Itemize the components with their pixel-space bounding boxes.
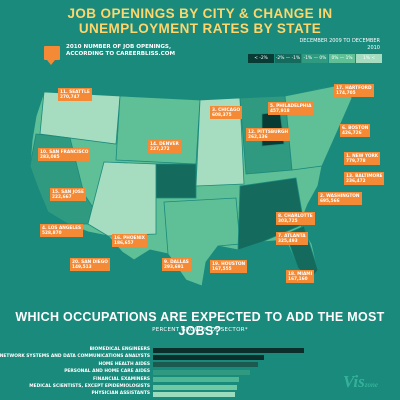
legend-swatch-1: < -2% [248,54,274,63]
us-map: 11. SEATTLE 270,747 3. CHICAGO 608,375 5. … [0,74,400,304]
city-label-charlotte: 8. CHARLOTTE 303,725 [276,212,315,226]
bar [153,354,265,360]
occupations-subtitle: PERCENT GROWTH OF SECTOR* [152,327,248,333]
city-label-pittsburgh: 12. PITTSBURGH 262,136 [246,128,291,142]
bar-row: PERSONAL AND HOME CARE AIDES [0,369,400,375]
bar [153,377,240,383]
city-label-san-jose: 15. SAN JOSE 222,667 [50,188,86,202]
bar [153,347,305,353]
city-label-boston: 6. BOSTON 426,726 [340,124,371,138]
title-line-2: UNEMPLOYMENT RATES BY STATE [78,21,322,36]
watermark-logo: Viszone [343,372,378,392]
legend-label-5: 1% < [362,56,376,61]
city-label-miami: 18. MIAMI 167,160 [286,270,315,284]
city-label-houston: 19. HOUSTON 167,555 [210,260,248,274]
bar-row: FINANCIAL EXAMINERS [0,377,400,383]
legend-label-1: < -2% [254,56,268,61]
source-note: 2010 NUMBER OF JOB OPENINGS, ACCORDING T… [66,44,176,57]
title-line-1: JOB OPENINGS BY CITY & CHANGE IN [67,6,333,21]
occupations-title: WHICH OCCUPATIONS ARE EXPECTED TO ADD TH… [15,310,385,338]
watermark-sub: zone [364,381,378,389]
legend-label-3: -1% — 0% [303,56,327,61]
legend-label-4: 0% — 1% [331,56,353,61]
legend: < -2% -2% — -1% -1% — 0% 0% — 1% 1% < [248,54,382,63]
bar-row: MEDICAL SCIENTISTS, EXCEPT EPIDEMIOLOGIS… [0,384,400,390]
city-label-philadelphia: 5. PHILADELPHIA 457,918 [268,102,314,116]
city-label-hartford: 17. HARTFORD 174,705 [334,84,374,98]
bar [153,391,235,397]
legend-swatch-3: -1% — 0% [302,54,328,63]
city-label-denver: 14. DENVER 227,272 [148,140,181,154]
city-label-baltimore: 13. BALTIMORE 236,472 [344,172,385,186]
state-region-nw [39,91,121,145]
watermark-main: Vis [343,372,365,391]
city-label-phoenix: 16. PHOENIX 186,657 [112,234,147,248]
city-label-seattle: 11. SEATTLE 270,747 [58,88,92,102]
legend-label-2: -2% — -1% [275,56,301,61]
bar-label: PERSONAL AND HOME CARE AIDES [64,369,150,375]
bar-label: HOME HEALTH AIDES [98,361,150,367]
bar-label: NETWORK SYSTEMS AND DATA COMMUNICATIONS … [0,354,150,360]
bar-row: HOME HEALTH AIDES [0,362,400,368]
city-label-los-angeles: 4. LOS ANGELES 528,870 [40,224,84,238]
state-region-mountain [115,95,201,165]
speech-bubble-icon [44,46,60,65]
city-label-new-york: 1. NEW YORK 779,778 [344,152,381,166]
bar [153,384,237,390]
city-label-dallas: 9. DALLAS 293,691 [162,258,191,272]
legend-swatch-5: 1% < [356,54,382,63]
bar-label: PHYSICIAN ASSISTANTS [91,391,150,397]
legend-swatch-2: -2% — -1% [275,54,301,63]
city-label-chicago: 3. CHICAGO 608,375 [210,106,243,120]
city-label-washington: 2. WASHINGTON 695,566 [318,192,362,206]
city-label-san-francisco: 10. SAN FRANCISCO 283,085 [38,148,91,162]
bar-row: NETWORK SYSTEMS AND DATA COMMUNICATIONS … [0,354,400,360]
state-region-co [155,163,197,199]
bar [153,362,258,368]
city-label-atlanta: 7. ATLANTA 325,493 [276,232,308,246]
city-label-san-diego: 20. SAN DIEGO 149,513 [70,258,110,272]
infographic-title: JOB OPENINGS BY CITY & CHANGE IN UNEMPLO… [0,6,400,36]
bar [153,369,250,375]
bar-label: BIOMEDICAL ENGINEERS [89,347,150,352]
bar-label: MEDICAL SCIENTISTS, EXCEPT EPIDEMIOLOGIS… [29,384,150,389]
bar-label: FINANCIAL EXAMINERS [93,376,150,382]
date-range: DECEMBER 2009 TO DECEMBER 2010 [299,38,380,51]
legend-swatch-4: 0% — 1% [329,54,355,63]
bar-row: BIOMEDICAL ENGINEERS [0,347,400,353]
state-region-plains [195,97,245,187]
bar-row: PHYSICIAN ASSISTANTS [0,391,400,397]
